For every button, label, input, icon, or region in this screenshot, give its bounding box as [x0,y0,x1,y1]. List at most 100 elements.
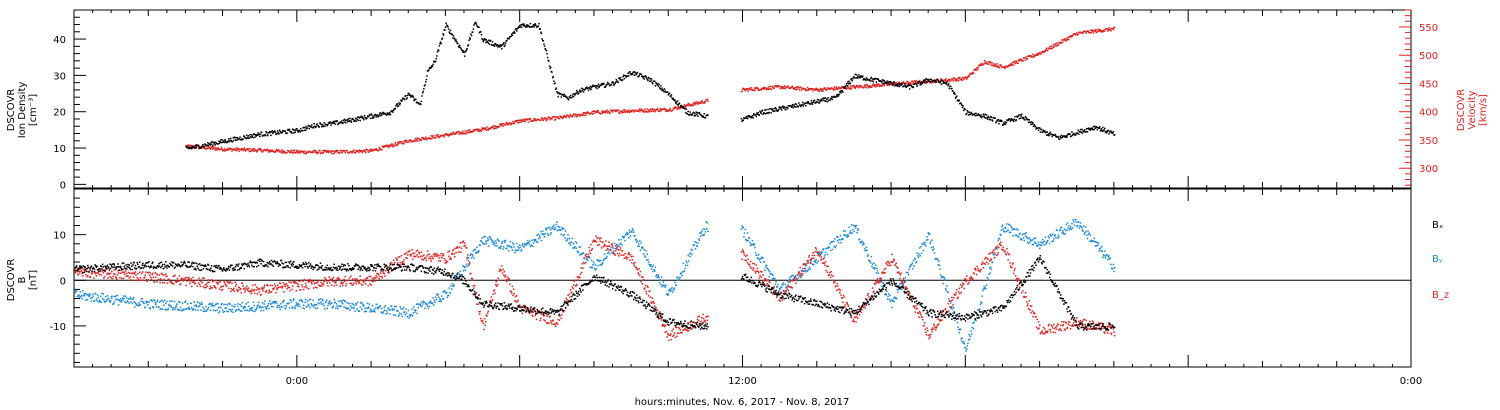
data-point [442,134,445,137]
data-point [529,118,532,120]
data-point [950,307,952,310]
data-point [969,73,972,75]
data-point [267,134,269,136]
data-point [215,149,218,151]
data-point [1024,233,1026,235]
data-point [335,149,338,152]
data-point [275,150,277,152]
data-point [847,233,849,236]
data-point [983,285,985,288]
data-point [971,73,973,75]
data-point [387,112,390,115]
data-point [836,236,838,238]
data-point [789,276,791,278]
data-point [867,254,869,256]
data-point [92,293,94,295]
data-point [820,98,822,101]
data-point [1057,136,1060,139]
data-point [220,148,222,150]
data-point [1099,130,1102,132]
data-point [596,87,598,90]
data-point [952,80,954,82]
data-point [228,138,230,140]
data-point [238,309,241,311]
data-point [885,294,887,296]
data-point [296,129,299,132]
data-point [428,137,431,139]
data-point [459,44,461,47]
data-point [1050,235,1053,237]
data-point [74,289,76,291]
data-point [743,88,746,90]
data-point [519,24,521,27]
data-point [346,302,348,304]
data-point [1089,32,1091,34]
data-point [688,260,690,262]
data-point [922,80,925,83]
data-point [341,151,343,154]
data-point [1023,239,1025,242]
data-point [390,144,392,147]
data-point [1069,35,1072,37]
data-point [1109,28,1112,31]
data-point [542,230,544,232]
data-point [450,285,452,287]
data-point [915,261,918,263]
data-point [904,276,907,279]
data-point [254,136,256,139]
data-point [351,117,354,120]
data-point [576,89,578,92]
data-point [814,261,817,263]
data-point [309,125,311,127]
data-point [1064,233,1066,235]
data-point [340,121,342,123]
data-point [803,270,805,272]
data-point [622,75,624,78]
data-point [517,245,519,248]
data-point [563,95,565,97]
data-point [100,295,102,297]
data-point [1051,240,1053,242]
data-point [581,114,584,117]
data-point [897,291,899,293]
data-point [554,116,556,118]
data-point [551,71,553,73]
data-point [679,107,681,110]
data-point [936,78,939,81]
data-point [684,264,687,267]
data-point [555,87,558,89]
data-point [851,80,853,82]
data-point [691,103,694,106]
data-point [820,88,822,91]
data-point [881,285,883,287]
data-point [770,112,772,114]
data-point [1098,30,1100,32]
data-point [1041,51,1043,54]
data-point [962,76,964,79]
data-point [872,80,874,83]
y-tick-label: -10 [50,322,66,333]
data-point [597,85,599,87]
data-point [1028,237,1030,239]
data-point [368,149,371,152]
data-point [693,101,696,104]
data-point [108,300,111,302]
data-point [922,249,925,252]
data-point [576,115,578,118]
data-point [405,308,407,310]
data-point [467,129,470,132]
data-point [685,108,688,110]
data-point [363,304,365,306]
data-point [803,263,806,266]
data-point [190,146,192,148]
data-point [525,244,527,246]
data-point [328,121,330,124]
data-point [207,145,210,148]
data-point [850,88,853,90]
data-point [1034,237,1037,240]
data-point [944,80,947,82]
data-point [940,276,943,279]
data-point [368,303,371,305]
data-point [834,238,836,240]
data-point [134,302,137,304]
